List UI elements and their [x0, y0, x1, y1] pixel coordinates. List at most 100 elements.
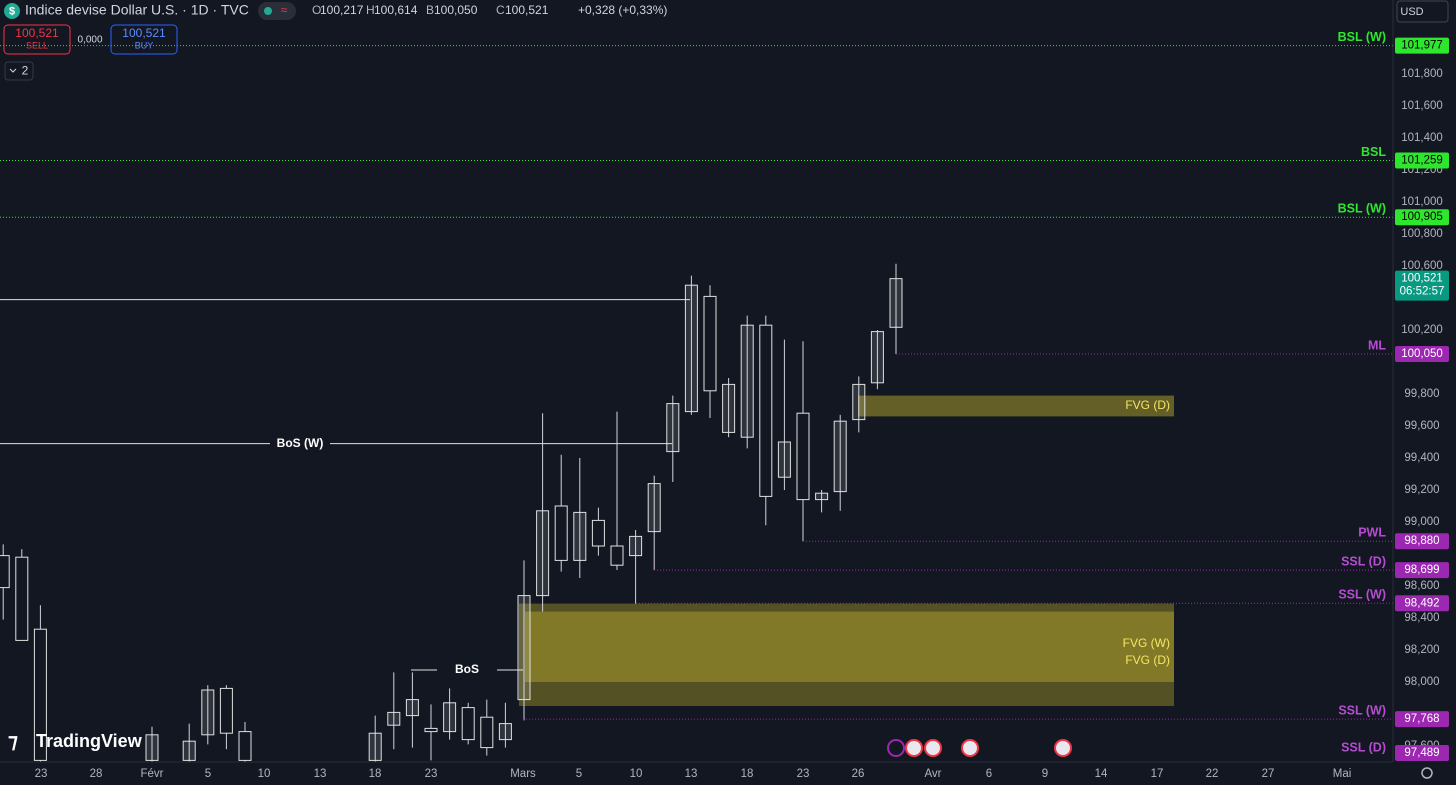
- candle-body: [536, 510, 550, 597]
- price-tag-label: 97,768: [1404, 713, 1439, 725]
- ohlc-value: 100,050: [434, 3, 478, 17]
- plot-area: [0, 45, 1393, 762]
- x-tick-label: Mai: [1333, 768, 1352, 780]
- event-icon[interactable]: [905, 739, 923, 757]
- candle-body: [387, 711, 401, 726]
- ohlc-key: O: [312, 3, 321, 17]
- sell-button[interactable]: [3, 24, 71, 55]
- x-tick-label: 13: [314, 768, 327, 780]
- y-tick-label: 100,200: [1401, 324, 1443, 336]
- buy-label: BUY: [135, 40, 154, 50]
- ohlc-value: 100,521: [505, 3, 549, 17]
- candle-body: [629, 535, 643, 557]
- x-tick-label: 18: [741, 768, 754, 780]
- x-tick-label: 6: [986, 768, 992, 780]
- candle-body: [703, 295, 717, 392]
- candle-body: [405, 699, 419, 717]
- event-icon[interactable]: [887, 739, 905, 757]
- buy-button[interactable]: [110, 24, 178, 55]
- ohlc-value: 100,614: [374, 3, 418, 17]
- indicators-toggle[interactable]: [4, 61, 34, 81]
- symbol-icon-glyph: $: [9, 5, 15, 17]
- level-name: PWL: [1358, 525, 1386, 539]
- symbol-title[interactable]: Indice devise Dollar U.S. · 1D · TVC: [25, 2, 249, 18]
- candle-body: [796, 412, 810, 501]
- y-tick-label: 99,800: [1404, 388, 1439, 400]
- candle-body: [684, 284, 698, 413]
- y-tick-label: 98,200: [1404, 644, 1439, 656]
- event-icon[interactable]: [924, 739, 942, 757]
- buy-price: 100,521: [122, 26, 166, 40]
- bos-label-bg: [437, 662, 497, 678]
- countdown: 06:52:57: [1400, 286, 1445, 298]
- currency-button[interactable]: [1396, 0, 1449, 23]
- zone-label: FVG (D): [1125, 398, 1170, 412]
- x-tick-label: Mars: [510, 768, 536, 780]
- ohlc-value: 100,217: [320, 3, 364, 17]
- price-tag-label: 101,259: [1401, 155, 1443, 167]
- candle-body: [740, 324, 754, 438]
- candle-body: [15, 556, 29, 641]
- price-tag: [1395, 346, 1449, 362]
- level-name: SSL (D): [1341, 554, 1386, 568]
- price-tag-label: 101,977: [1401, 40, 1443, 52]
- x-tick-label: 5: [576, 768, 582, 780]
- candle-body: [610, 545, 624, 566]
- price-tag-label: 98,699: [1404, 564, 1439, 576]
- spread: 0,000: [77, 35, 102, 46]
- x-tick-label: 28: [90, 768, 103, 780]
- price-tag: [1395, 152, 1449, 169]
- candle-body: [498, 723, 512, 741]
- y-tick-label: 99,600: [1404, 420, 1439, 432]
- zone-label: FVG (W): [1123, 636, 1170, 650]
- settings-icon[interactable]: [1421, 767, 1433, 779]
- event-icon[interactable]: [961, 739, 979, 757]
- candle-body: [145, 734, 159, 761]
- x-tick-label: 23: [35, 768, 48, 780]
- price-tag: [1395, 533, 1449, 550]
- candle-body: [573, 511, 587, 561]
- candle-body: [461, 707, 475, 741]
- candle-body: [833, 420, 847, 493]
- y-tick-label: 99,400: [1404, 452, 1439, 464]
- y-tick-label: 100,600: [1401, 260, 1443, 272]
- zone-label: FVG (D): [1125, 653, 1170, 667]
- fvg-zone: [858, 395, 1174, 417]
- y-tick-label: 101,000: [1401, 196, 1443, 208]
- level-name: SSL (W): [1338, 588, 1386, 602]
- event-icon[interactable]: [1054, 739, 1072, 757]
- candle-body: [0, 555, 10, 589]
- price-tag: [1395, 209, 1449, 226]
- candle-body: [852, 383, 866, 421]
- level-name: BSL: [1361, 145, 1386, 159]
- y-tick-label: 101,600: [1401, 100, 1443, 112]
- fvg-zone: [525, 611, 1174, 682]
- level-name: BSL (W): [1338, 201, 1386, 215]
- symbol-icon: [4, 3, 20, 19]
- y-tick-label: 100,800: [1401, 228, 1443, 240]
- events: [887, 739, 1072, 757]
- candle-body: [443, 702, 457, 733]
- candle-body: [424, 727, 438, 733]
- status-pill[interactable]: [258, 2, 296, 20]
- price-tag-label: 98,880: [1404, 535, 1439, 547]
- x-tick-label: 27: [1262, 768, 1275, 780]
- x-tick-label: 10: [630, 768, 643, 780]
- x-tick-label: 26: [852, 768, 865, 780]
- candle-body: [777, 441, 791, 478]
- y-tick-label: 99,200: [1404, 484, 1439, 496]
- y-tick-label: 98,600: [1404, 580, 1439, 592]
- x-tick-label: 10: [258, 768, 271, 780]
- x-tick-label: Févr: [141, 768, 164, 780]
- ohlc-key: H: [366, 3, 375, 17]
- price-tag: [1395, 711, 1449, 728]
- indicators-count: 2: [22, 64, 29, 78]
- candle-body: [480, 716, 494, 749]
- candle-body: [368, 732, 382, 761]
- status-dot: [264, 7, 272, 15]
- x-tick-label: 9: [1042, 768, 1048, 780]
- ohlc-change: +0,328 (+0,33%): [578, 3, 667, 17]
